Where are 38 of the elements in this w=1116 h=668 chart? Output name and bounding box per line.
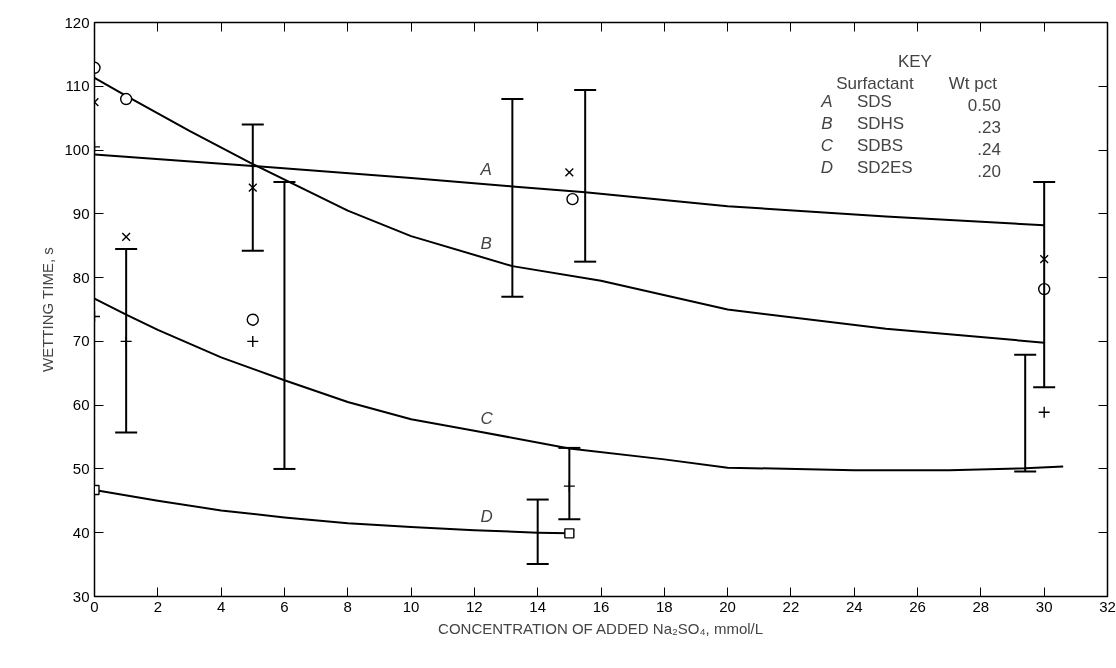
text: Surfactant Wt pct [836, 73, 997, 93]
y-tick-label: 60 [72, 396, 90, 414]
x-tick-label: 24 [845, 597, 863, 615]
text: A SDS 0.50 [821, 91, 1001, 115]
x-tick-label: 20 [719, 597, 736, 615]
x-tick-label: 6 [280, 597, 289, 615]
y-tick-label: 110 [65, 77, 90, 95]
x-tick-label: 32 [1099, 597, 1116, 615]
annotation: KEY [897, 51, 932, 71]
x-axis-title: CONCENTRATION OF ADDED Na₂SO₄, mmol/L [438, 619, 764, 637]
y-axis-title: WETTING TIME, s [39, 247, 57, 372]
x-tick-label: 18 [655, 597, 673, 615]
y-tick-label: 40 [72, 523, 90, 541]
series-label: B [480, 233, 492, 253]
x-tick-label: 28 [972, 597, 990, 615]
x-tick-label: 30 [1035, 597, 1053, 615]
x-tick-label: 2 [153, 597, 162, 615]
x-tick-label: 8 [343, 597, 352, 615]
x-tick-label: 16 [592, 597, 610, 615]
y-tick-label: 50 [72, 459, 90, 477]
y-tick-label: 80 [72, 268, 90, 286]
x-tick-label: 22 [782, 597, 800, 615]
series-label: C [480, 408, 494, 428]
text: B SDHS .23 [821, 113, 1001, 137]
y-tick-label: 100 [64, 141, 90, 159]
x-tick-label: 0 [90, 597, 99, 615]
series-label: D [480, 506, 493, 526]
y-tick-label: 90 [72, 204, 90, 222]
x-tick-label: 26 [909, 597, 926, 615]
text: C SDBS .24 [820, 135, 1001, 159]
x-tick-label: 14 [529, 597, 547, 615]
series-label: A [479, 160, 492, 180]
y-tick-label: 70 [72, 332, 90, 350]
text: D SD2ES .20 [820, 157, 1001, 181]
x-tick-label: 4 [216, 597, 226, 615]
x-tick-label: 12 [466, 597, 483, 615]
x-tick-label: 10 [402, 597, 420, 615]
y-tick-label: 120 [64, 13, 90, 31]
